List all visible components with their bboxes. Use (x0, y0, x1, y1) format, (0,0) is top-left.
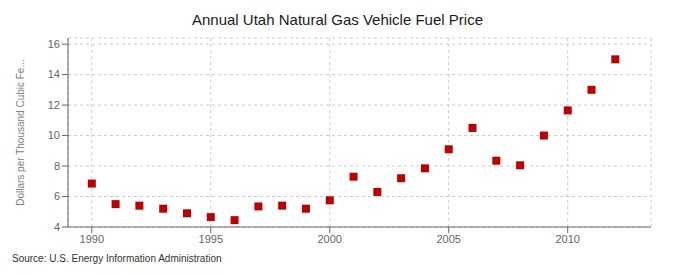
html-text:Annual Utah Natural Gas Vehicl: Annual Utah Natural Gas Vehicle Fuel Pri… (192, 11, 483, 28)
html-text:Source: U.S. Energy Informatio: Source: U.S. Energy Information Administ… (12, 253, 222, 264)
svg-text:1990: 1990 (80, 233, 104, 245)
svg-text:Dollars per Thousand Cubic Fe.: Dollars per Thousand Cubic Fe... (15, 59, 26, 206)
svg-text:2005: 2005 (436, 233, 460, 245)
svg-text:6: 6 (54, 190, 60, 202)
svg-text:10: 10 (48, 129, 60, 141)
svg-text:16: 16 (48, 38, 60, 50)
svg-text:14: 14 (48, 68, 60, 80)
svg-text:2000: 2000 (318, 233, 342, 245)
svg-text:1995: 1995 (199, 233, 223, 245)
svg-text:12: 12 (48, 99, 60, 111)
svg-text:8: 8 (54, 160, 60, 172)
svg-text:2010: 2010 (555, 233, 579, 245)
svg-text:4: 4 (54, 221, 60, 233)
